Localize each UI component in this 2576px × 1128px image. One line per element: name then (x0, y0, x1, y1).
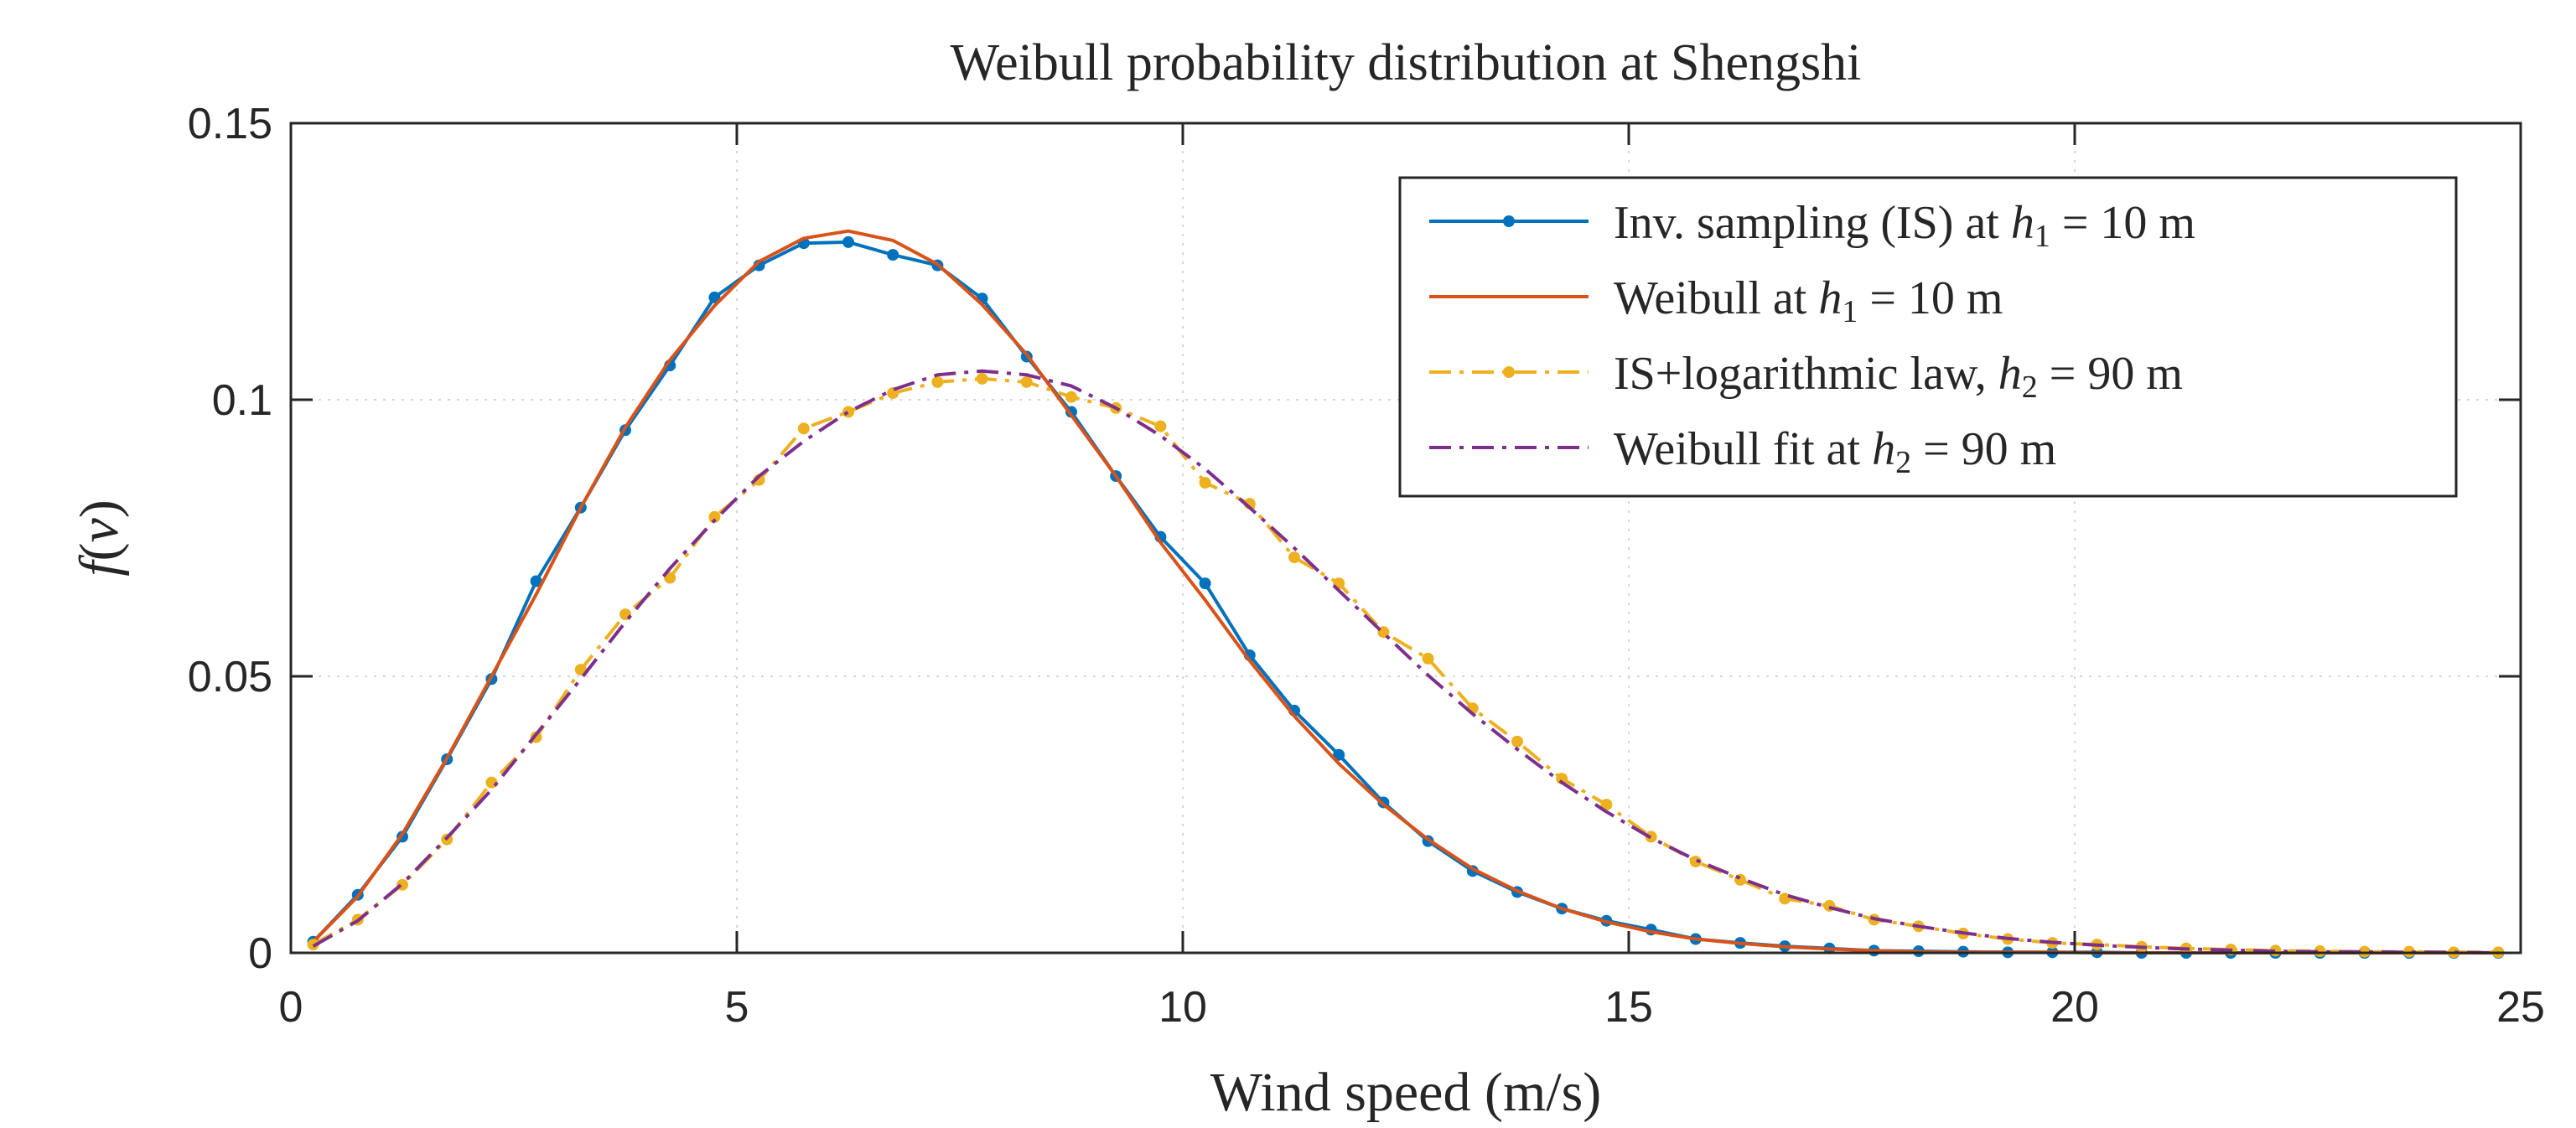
data-point (708, 510, 721, 523)
series-4 (312, 369, 2499, 955)
data-point (2314, 945, 2326, 958)
data-point (1020, 375, 1033, 388)
data-point (976, 372, 988, 385)
data-point (1556, 773, 1568, 785)
legend-entry-subscript: 1 (2034, 219, 2050, 254)
legend-entry-variable: h (1998, 348, 2022, 400)
x-tick-label: 15 (1604, 983, 1653, 1032)
y-axis-label-v: v (69, 517, 130, 542)
y-axis-label-paren-open: ( (69, 542, 130, 561)
data-point (530, 575, 542, 587)
y-axis-label-paren-close: ) (69, 499, 130, 518)
legend-entry-variable: h (1818, 272, 1842, 324)
legend-entry-subscript: 2 (2022, 370, 2038, 405)
data-point (1689, 856, 1702, 868)
legend-entry-subscript: 2 (1895, 445, 1911, 480)
legend-entry-prefix: Inv. sampling (IS) at (1614, 197, 2011, 249)
data-point (1199, 477, 1211, 489)
legend-entry-prefix: Weibull at (1614, 272, 1818, 324)
data-point (1154, 420, 1167, 432)
data-point (1333, 748, 1345, 761)
data-point (887, 249, 899, 261)
y-tick-label: 0.05 (188, 653, 272, 701)
legend-box (1398, 176, 2458, 498)
data-point (1734, 873, 1746, 886)
data-point (664, 572, 676, 584)
axis-ticks: 0 5 10 15 20 25 0 0.05 0.1 0.15 (188, 100, 2545, 1032)
x-tick-label: 5 (725, 983, 749, 1032)
y-tick-label: 0 (248, 929, 272, 978)
data-point (1422, 652, 1434, 665)
data-point (1288, 551, 1300, 564)
legend-entry-suffix: = 10 m (2050, 197, 2195, 249)
data-point (1199, 577, 1211, 590)
legend-entry: IS+logarithmic law, h2 = 90 m (1614, 348, 2183, 405)
plot-series (307, 229, 2505, 959)
legend-entry-variable: h (2011, 197, 2034, 249)
legend-entry: Inv. sampling (IS) at h1 = 10 m (1614, 197, 2195, 254)
y-tick-label: 0.15 (188, 100, 272, 148)
legend-entry: Weibull fit at h2 = 90 m (1614, 423, 2056, 480)
data-point (931, 375, 944, 388)
y-tick-label: 0.1 (212, 376, 272, 425)
legend-entry-subscript: 1 (1842, 294, 1858, 329)
data-point (797, 422, 810, 435)
x-tick-label: 0 (279, 983, 303, 1032)
y-axis-label: f(v) (69, 499, 130, 577)
x-axis-label: Wind speed (m/s) (1210, 1062, 1602, 1123)
x-tick-label: 25 (2496, 983, 2545, 1032)
data-point (1779, 893, 1791, 905)
legend-marker (1503, 366, 1515, 378)
chart-title: Weibull probability distribution at Shen… (951, 34, 1862, 91)
legend-marker (1503, 215, 1515, 227)
data-point (1065, 391, 1077, 403)
x-tick-label: 20 (2050, 983, 2099, 1032)
data-point (1511, 735, 1523, 748)
legend-entry-variable: h (1872, 423, 1895, 475)
data-point (574, 664, 587, 676)
axes-box (289, 122, 2522, 955)
series-line (312, 369, 2499, 955)
legend-entry-suffix: = 10 m (1858, 272, 2003, 324)
legend-entry-prefix: IS+logarithmic law, (1614, 348, 1998, 400)
data-point (842, 235, 854, 248)
legend-entry: Weibull at h1 = 10 m (1614, 272, 2003, 329)
data-point (1600, 799, 1613, 811)
data-point (708, 291, 721, 303)
legend-entry-suffix: = 90 m (1911, 423, 2056, 475)
data-point (842, 406, 854, 418)
legend-entry-prefix: Weibull fit at (1614, 423, 1872, 475)
x-tick-label: 10 (1158, 983, 1207, 1032)
legend-entry-suffix: = 90 m (2038, 348, 2183, 400)
